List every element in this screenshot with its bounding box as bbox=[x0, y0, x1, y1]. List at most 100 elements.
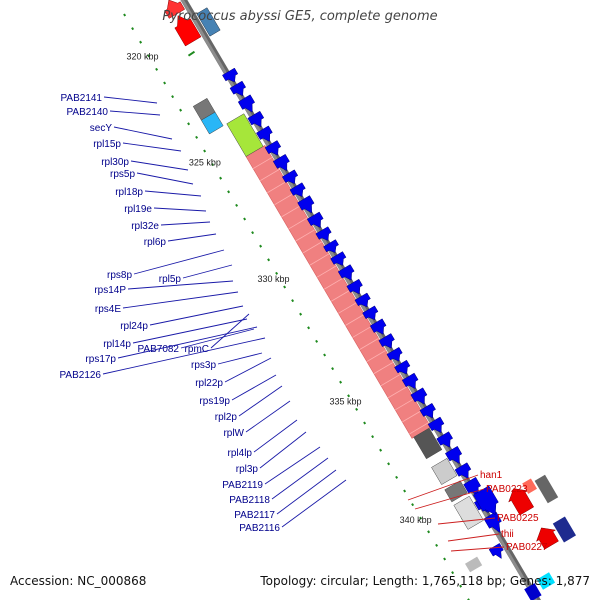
feature-red bbox=[522, 478, 537, 494]
gene-label: rpl30p bbox=[101, 157, 129, 168]
gene-label: rplW bbox=[223, 428, 244, 439]
gene-label: rpl24p bbox=[120, 321, 148, 332]
gene-label: rpl4lp bbox=[228, 448, 253, 459]
gene-label: rpl18p bbox=[115, 187, 143, 198]
gene-arrow bbox=[427, 416, 445, 434]
kbp-tick-mark bbox=[187, 50, 196, 57]
gene-arrow bbox=[315, 226, 332, 241]
guide-tick bbox=[259, 244, 263, 248]
leader-line bbox=[217, 352, 263, 365]
leader-line bbox=[144, 190, 202, 197]
leader-line bbox=[102, 337, 266, 375]
gene-arrow bbox=[281, 169, 299, 185]
feature-dark bbox=[413, 427, 443, 460]
guide-tick bbox=[411, 503, 415, 507]
gene-arrow-reverse bbox=[164, 0, 186, 19]
gene-label: rpl15p bbox=[93, 139, 121, 150]
leader-line bbox=[264, 446, 321, 485]
feature-cyan bbox=[200, 111, 224, 135]
band-divider bbox=[359, 338, 379, 350]
gene-label: rps14P bbox=[94, 285, 126, 296]
band-divider bbox=[331, 289, 351, 302]
leader-line bbox=[122, 142, 182, 152]
leader-line bbox=[136, 172, 194, 185]
gene-label: rps3p bbox=[191, 360, 216, 371]
guide-tick bbox=[291, 299, 295, 303]
band-divider bbox=[295, 229, 315, 242]
gene-arrow bbox=[472, 485, 499, 515]
guide-tick bbox=[267, 258, 271, 262]
leader-line bbox=[180, 328, 255, 349]
gene-arrow bbox=[419, 402, 436, 419]
topology-text: Topology: circular; Length: 1,765,118 bp… bbox=[260, 574, 590, 588]
band-divider bbox=[352, 325, 372, 338]
gene-label: PAB2126 bbox=[59, 370, 101, 381]
gene-arrow bbox=[229, 80, 247, 97]
gene-label: secY bbox=[90, 123, 113, 134]
guide-tick bbox=[331, 367, 335, 371]
kbp-tick-label: 330 kbp bbox=[257, 274, 289, 284]
band-divider bbox=[281, 205, 301, 218]
feature-dark bbox=[534, 474, 559, 504]
gene-arrow bbox=[378, 333, 395, 349]
guide-tick bbox=[123, 13, 127, 17]
gene-arrow bbox=[289, 182, 306, 197]
gene-arrow bbox=[369, 318, 387, 335]
leader-line bbox=[130, 160, 189, 171]
gene-arrow bbox=[323, 239, 339, 253]
guide-tick bbox=[203, 149, 207, 153]
feature-green bbox=[226, 113, 264, 157]
guide-tick bbox=[379, 448, 383, 452]
gene-arrow bbox=[401, 372, 419, 390]
band-divider bbox=[387, 386, 408, 399]
guide-tick bbox=[339, 380, 343, 384]
gene-arrow bbox=[410, 387, 428, 405]
gene-arrow bbox=[247, 110, 265, 128]
leader-line bbox=[407, 474, 479, 501]
guide-tick bbox=[179, 108, 183, 112]
leader-line bbox=[437, 517, 496, 525]
leader-line bbox=[113, 126, 173, 140]
guide-tick bbox=[307, 326, 311, 330]
guide-tick bbox=[355, 407, 359, 411]
gene-label: PAB2141 bbox=[60, 93, 102, 104]
guide-tick bbox=[155, 67, 159, 71]
gene-arrow bbox=[306, 211, 324, 229]
guide-tick bbox=[275, 271, 279, 275]
gene-arrow bbox=[488, 543, 504, 559]
guide-tick bbox=[195, 135, 199, 139]
gene-label: PAB2116 bbox=[239, 523, 280, 534]
gene-label: rps4E bbox=[95, 304, 121, 315]
feature-grey bbox=[465, 556, 483, 573]
band-divider bbox=[395, 398, 415, 411]
guide-tick bbox=[243, 217, 247, 221]
gene-label: han1 bbox=[480, 470, 503, 481]
guide-tick bbox=[395, 475, 399, 479]
band-divider bbox=[402, 410, 422, 423]
leader-line bbox=[167, 233, 217, 242]
leader-line bbox=[133, 249, 225, 275]
gene-label: rpl5p bbox=[159, 274, 182, 285]
leader-line bbox=[259, 431, 307, 469]
gene-label: PAB0227 bbox=[506, 542, 548, 553]
band-divider bbox=[288, 217, 308, 230]
guide-tick bbox=[163, 81, 167, 85]
gene-arrow bbox=[272, 153, 290, 172]
gene-label: rpl3p bbox=[236, 464, 259, 475]
gene-arrow bbox=[436, 431, 454, 448]
gene-arrow bbox=[256, 125, 273, 142]
kbp-tick-label: 335 kbp bbox=[330, 396, 362, 406]
guide-tick bbox=[219, 176, 223, 180]
band-divider bbox=[345, 313, 365, 326]
leader-line bbox=[281, 479, 347, 528]
gene-label: PAB2118 bbox=[229, 495, 270, 506]
leader-line bbox=[153, 207, 207, 212]
leader-line bbox=[122, 291, 239, 309]
feature-grey bbox=[453, 495, 484, 530]
accession-text: Accession: NC_000868 bbox=[10, 574, 147, 588]
leader-line bbox=[103, 96, 158, 104]
gene-label: rps17p bbox=[85, 354, 116, 365]
feature-steelblue bbox=[196, 7, 221, 37]
leader-line bbox=[271, 457, 329, 500]
